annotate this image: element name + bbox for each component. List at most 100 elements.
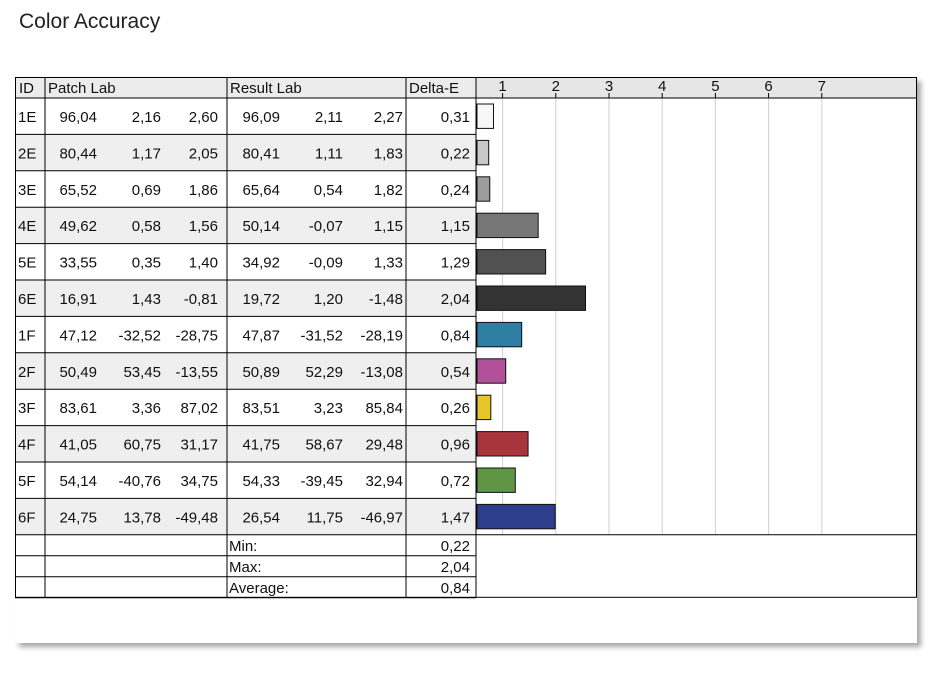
cell-delta-e: 0,22 <box>441 145 470 162</box>
axis-tick-label: 4 <box>658 78 666 95</box>
axis-tick-label: 3 <box>605 78 613 95</box>
table-row-bg <box>15 207 476 244</box>
cell-result-lab: 3,23 <box>314 400 343 417</box>
cell-patch-lab: 47,12 <box>59 327 97 344</box>
cell-id: 4E <box>18 218 36 235</box>
cell-patch-lab: 54,14 <box>59 473 97 490</box>
cell-patch-lab: 34,75 <box>180 473 218 490</box>
cell-patch-lab: -40,76 <box>118 473 161 490</box>
cell-result-lab: 11,75 <box>307 509 343 526</box>
axis-tick-label: 2 <box>552 78 560 95</box>
cell-patch-lab: -32,52 <box>118 327 161 344</box>
cell-result-lab: 1,82 <box>374 182 403 199</box>
summary-label: Average: <box>229 580 289 597</box>
cell-result-lab: 85,84 <box>365 400 403 417</box>
cell-delta-e: 0,72 <box>441 473 470 490</box>
cell-patch-lab: -13,55 <box>175 364 218 381</box>
header-patch-lab: Patch Lab <box>48 80 116 97</box>
axis-tick-label: 7 <box>818 78 826 95</box>
cell-delta-e: 0,54 <box>441 364 470 381</box>
cell-result-lab: 41,75 <box>242 437 280 454</box>
cell-patch-lab: 33,55 <box>59 255 97 272</box>
cell-patch-lab: 1,86 <box>189 182 218 199</box>
cell-patch-lab: 87,02 <box>180 400 218 417</box>
summary-label: Max: <box>229 559 262 576</box>
cell-id: 2E <box>18 145 36 162</box>
page-title: Color Accuracy <box>19 10 161 33</box>
cell-id: 5F <box>18 473 36 490</box>
cell-result-lab: -46,97 <box>360 509 403 526</box>
bar-5E <box>476 249 547 275</box>
table-row-bg <box>15 316 476 353</box>
cell-result-lab: 96,09 <box>242 109 280 126</box>
cell-patch-lab: 1,40 <box>189 255 218 272</box>
cell-result-lab: 65,64 <box>242 182 280 199</box>
cell-result-lab: 1,15 <box>374 218 403 235</box>
cell-patch-lab: 0,58 <box>132 218 161 235</box>
cell-result-lab: -0,07 <box>309 218 343 235</box>
bar-2F <box>476 358 507 384</box>
cell-patch-lab: 1,56 <box>189 218 218 235</box>
cell-patch-lab: 1,43 <box>132 291 161 308</box>
bar-3E <box>476 176 491 202</box>
cell-patch-lab: 83,61 <box>59 400 97 417</box>
cell-delta-e: 1,29 <box>441 255 470 272</box>
delta-e-chart: ID Patch Lab Result Lab Delta-E 1 2 3 4 5 6 7 1E 96,… <box>15 77 917 599</box>
axis-tick-label: 1 <box>498 78 506 95</box>
cell-patch-lab: 2,16 <box>132 109 161 126</box>
summary-value: 0,84 <box>441 580 470 597</box>
cell-result-lab: 80,41 <box>242 145 280 162</box>
cell-delta-e: 1,15 <box>441 218 470 235</box>
color-accuracy-table: ID Patch Lab Result Lab Delta-E 1 2 3 4 5 6 7 1E 96,… <box>15 77 917 643</box>
cell-result-lab: 19,72 <box>242 291 280 308</box>
cell-result-lab: 52,29 <box>305 364 343 381</box>
cell-result-lab: 50,89 <box>242 364 280 381</box>
cell-id: 1F <box>18 327 36 344</box>
cell-delta-e: 0,26 <box>441 400 470 417</box>
cell-patch-lab: 41,05 <box>59 437 97 454</box>
cell-result-lab: 2,11 <box>315 109 343 126</box>
cell-patch-lab: 60,75 <box>123 437 161 454</box>
header-id: ID <box>19 80 34 97</box>
bar-5F <box>476 467 516 493</box>
table-row-bg <box>15 280 476 317</box>
cell-delta-e: 2,04 <box>441 291 470 308</box>
bar-2E <box>476 139 490 166</box>
summary-value: 2,04 <box>441 559 470 576</box>
table-border <box>15 77 917 598</box>
cell-delta-e: 1,47 <box>441 509 470 526</box>
cell-patch-lab: 24,75 <box>59 509 97 526</box>
table-row-bg <box>15 462 476 499</box>
cell-result-lab: 1,20 <box>314 291 343 308</box>
summary-value: 0,22 <box>441 538 470 555</box>
cell-result-lab: -13,08 <box>360 364 403 381</box>
cell-patch-lab: 31,17 <box>180 437 218 454</box>
axis-tick-label: 6 <box>764 78 772 95</box>
cell-patch-lab: 49,62 <box>59 218 97 235</box>
cell-patch-lab: 13,78 <box>123 509 161 526</box>
cell-result-lab: 1,33 <box>374 255 403 272</box>
cell-id: 1E <box>18 109 36 126</box>
cell-patch-lab: 2,60 <box>189 109 218 126</box>
cell-result-lab: 50,14 <box>242 218 280 235</box>
cell-id: 6F <box>18 509 36 526</box>
cell-patch-lab: 1,17 <box>132 145 161 162</box>
table-row-bg <box>15 498 476 535</box>
bar-4E <box>476 212 539 239</box>
cell-id: 3F <box>18 400 36 417</box>
table-row-bg <box>15 134 476 171</box>
cell-result-lab: 47,87 <box>242 327 280 344</box>
axis-tick-label: 5 <box>711 78 719 95</box>
cell-result-lab: 32,94 <box>365 473 403 490</box>
cell-patch-lab: 53,45 <box>123 364 161 381</box>
cell-id: 3E <box>18 182 36 199</box>
cell-id: 6E <box>18 291 36 308</box>
cell-patch-lab: 0,69 <box>132 182 161 199</box>
cell-patch-lab: 3,36 <box>132 400 161 417</box>
cell-result-lab: -31,52 <box>300 327 343 344</box>
table-row-bg <box>15 243 476 280</box>
cell-patch-lab: -0,81 <box>184 291 218 308</box>
cell-patch-lab: 80,44 <box>59 145 97 162</box>
cell-patch-lab: 65,52 <box>59 182 97 199</box>
cell-result-lab: 29,48 <box>365 437 403 454</box>
